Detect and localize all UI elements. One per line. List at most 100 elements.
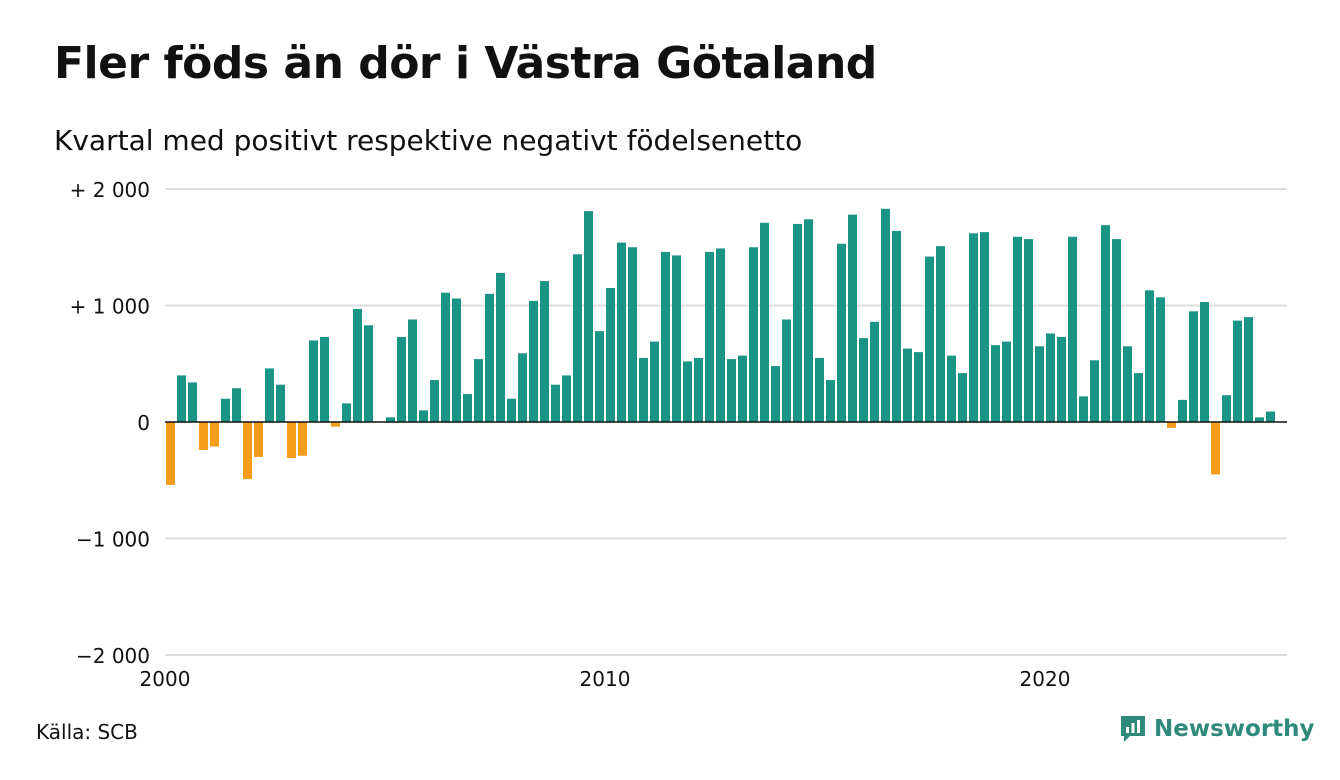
bar [551, 385, 560, 422]
bar [1002, 342, 1011, 422]
y-tick-label: −1 000 [76, 528, 150, 552]
bar [254, 422, 263, 457]
bar [980, 232, 989, 422]
bar [1167, 422, 1176, 428]
bar [760, 223, 769, 422]
bar [1079, 396, 1088, 422]
bar [1134, 373, 1143, 422]
bar [738, 356, 747, 422]
bar [485, 294, 494, 422]
bar [221, 399, 230, 422]
bar [298, 422, 307, 456]
bar [606, 288, 615, 422]
bar [177, 375, 186, 422]
bars [166, 209, 1275, 485]
bar [1123, 346, 1132, 422]
bar [529, 301, 538, 422]
bar [507, 399, 516, 422]
bar [617, 243, 626, 422]
bar [848, 215, 857, 422]
bar [1057, 337, 1066, 422]
bar [584, 211, 593, 422]
bar [1046, 333, 1055, 422]
bar-chart: + 2 000+ 1 0000−1 000−2 0002000 2010 2020 [0, 0, 1340, 780]
y-tick-label: −2 000 [76, 644, 150, 668]
bar [771, 366, 780, 422]
newsworthy-logo-icon [1118, 713, 1148, 745]
bar [947, 356, 956, 422]
bar [1024, 239, 1033, 422]
bar [188, 382, 197, 422]
bar [1156, 297, 1165, 422]
bar [452, 299, 461, 422]
bar [628, 247, 637, 422]
bar [518, 353, 527, 422]
bar [496, 273, 505, 422]
bar [815, 358, 824, 422]
y-tick-label: + 2 000 [70, 178, 150, 202]
bar [958, 373, 967, 422]
x-tick-label: 2020 [1020, 667, 1071, 691]
bar [1222, 395, 1231, 422]
bar [1101, 225, 1110, 422]
bar [1211, 422, 1220, 474]
bar [1112, 239, 1121, 422]
bar [672, 255, 681, 422]
bar [936, 246, 945, 422]
bar [1266, 412, 1275, 422]
bar [914, 352, 923, 422]
bar [804, 219, 813, 422]
bar [870, 322, 879, 422]
bar [342, 403, 351, 422]
bar [1189, 311, 1198, 422]
bar [1068, 237, 1077, 422]
bar [991, 345, 1000, 422]
bar [859, 338, 868, 422]
bar [705, 252, 714, 422]
bar [1013, 237, 1022, 422]
brand-logo[interactable]: Newsworthy [1118, 713, 1315, 745]
bar [573, 254, 582, 422]
bar [320, 337, 329, 422]
source-note: Källa: SCB [36, 720, 138, 744]
bar [782, 319, 791, 422]
bar [1244, 317, 1253, 422]
bar [826, 380, 835, 422]
bar [694, 358, 703, 422]
x-tick-label: 2000 [140, 667, 191, 691]
bar [441, 293, 450, 422]
bar [408, 319, 417, 422]
bar [1090, 360, 1099, 422]
bar [892, 231, 901, 422]
bar [419, 410, 428, 422]
bar [463, 394, 472, 422]
bar [364, 325, 373, 422]
bar [353, 309, 362, 422]
bar [474, 359, 483, 422]
bar [837, 244, 846, 422]
bar [309, 340, 318, 422]
bar [562, 375, 571, 422]
bar [969, 233, 978, 422]
brand-name: Newsworthy [1154, 716, 1315, 742]
bar [639, 358, 648, 422]
bar [925, 257, 934, 422]
bar [595, 331, 604, 422]
bar [232, 388, 241, 422]
bar [881, 209, 890, 422]
bar [683, 361, 692, 422]
bar [397, 337, 406, 422]
bar [903, 349, 912, 422]
bar [1178, 400, 1187, 422]
bar [276, 385, 285, 422]
bar [243, 422, 252, 479]
bar [1200, 302, 1209, 422]
bar [166, 422, 175, 485]
x-tick-label: 2010 [580, 667, 631, 691]
bar [1233, 321, 1242, 422]
bar [793, 224, 802, 422]
bar [716, 248, 725, 422]
y-tick-label: + 1 000 [70, 295, 150, 319]
bar [1035, 346, 1044, 422]
bar [265, 368, 274, 422]
